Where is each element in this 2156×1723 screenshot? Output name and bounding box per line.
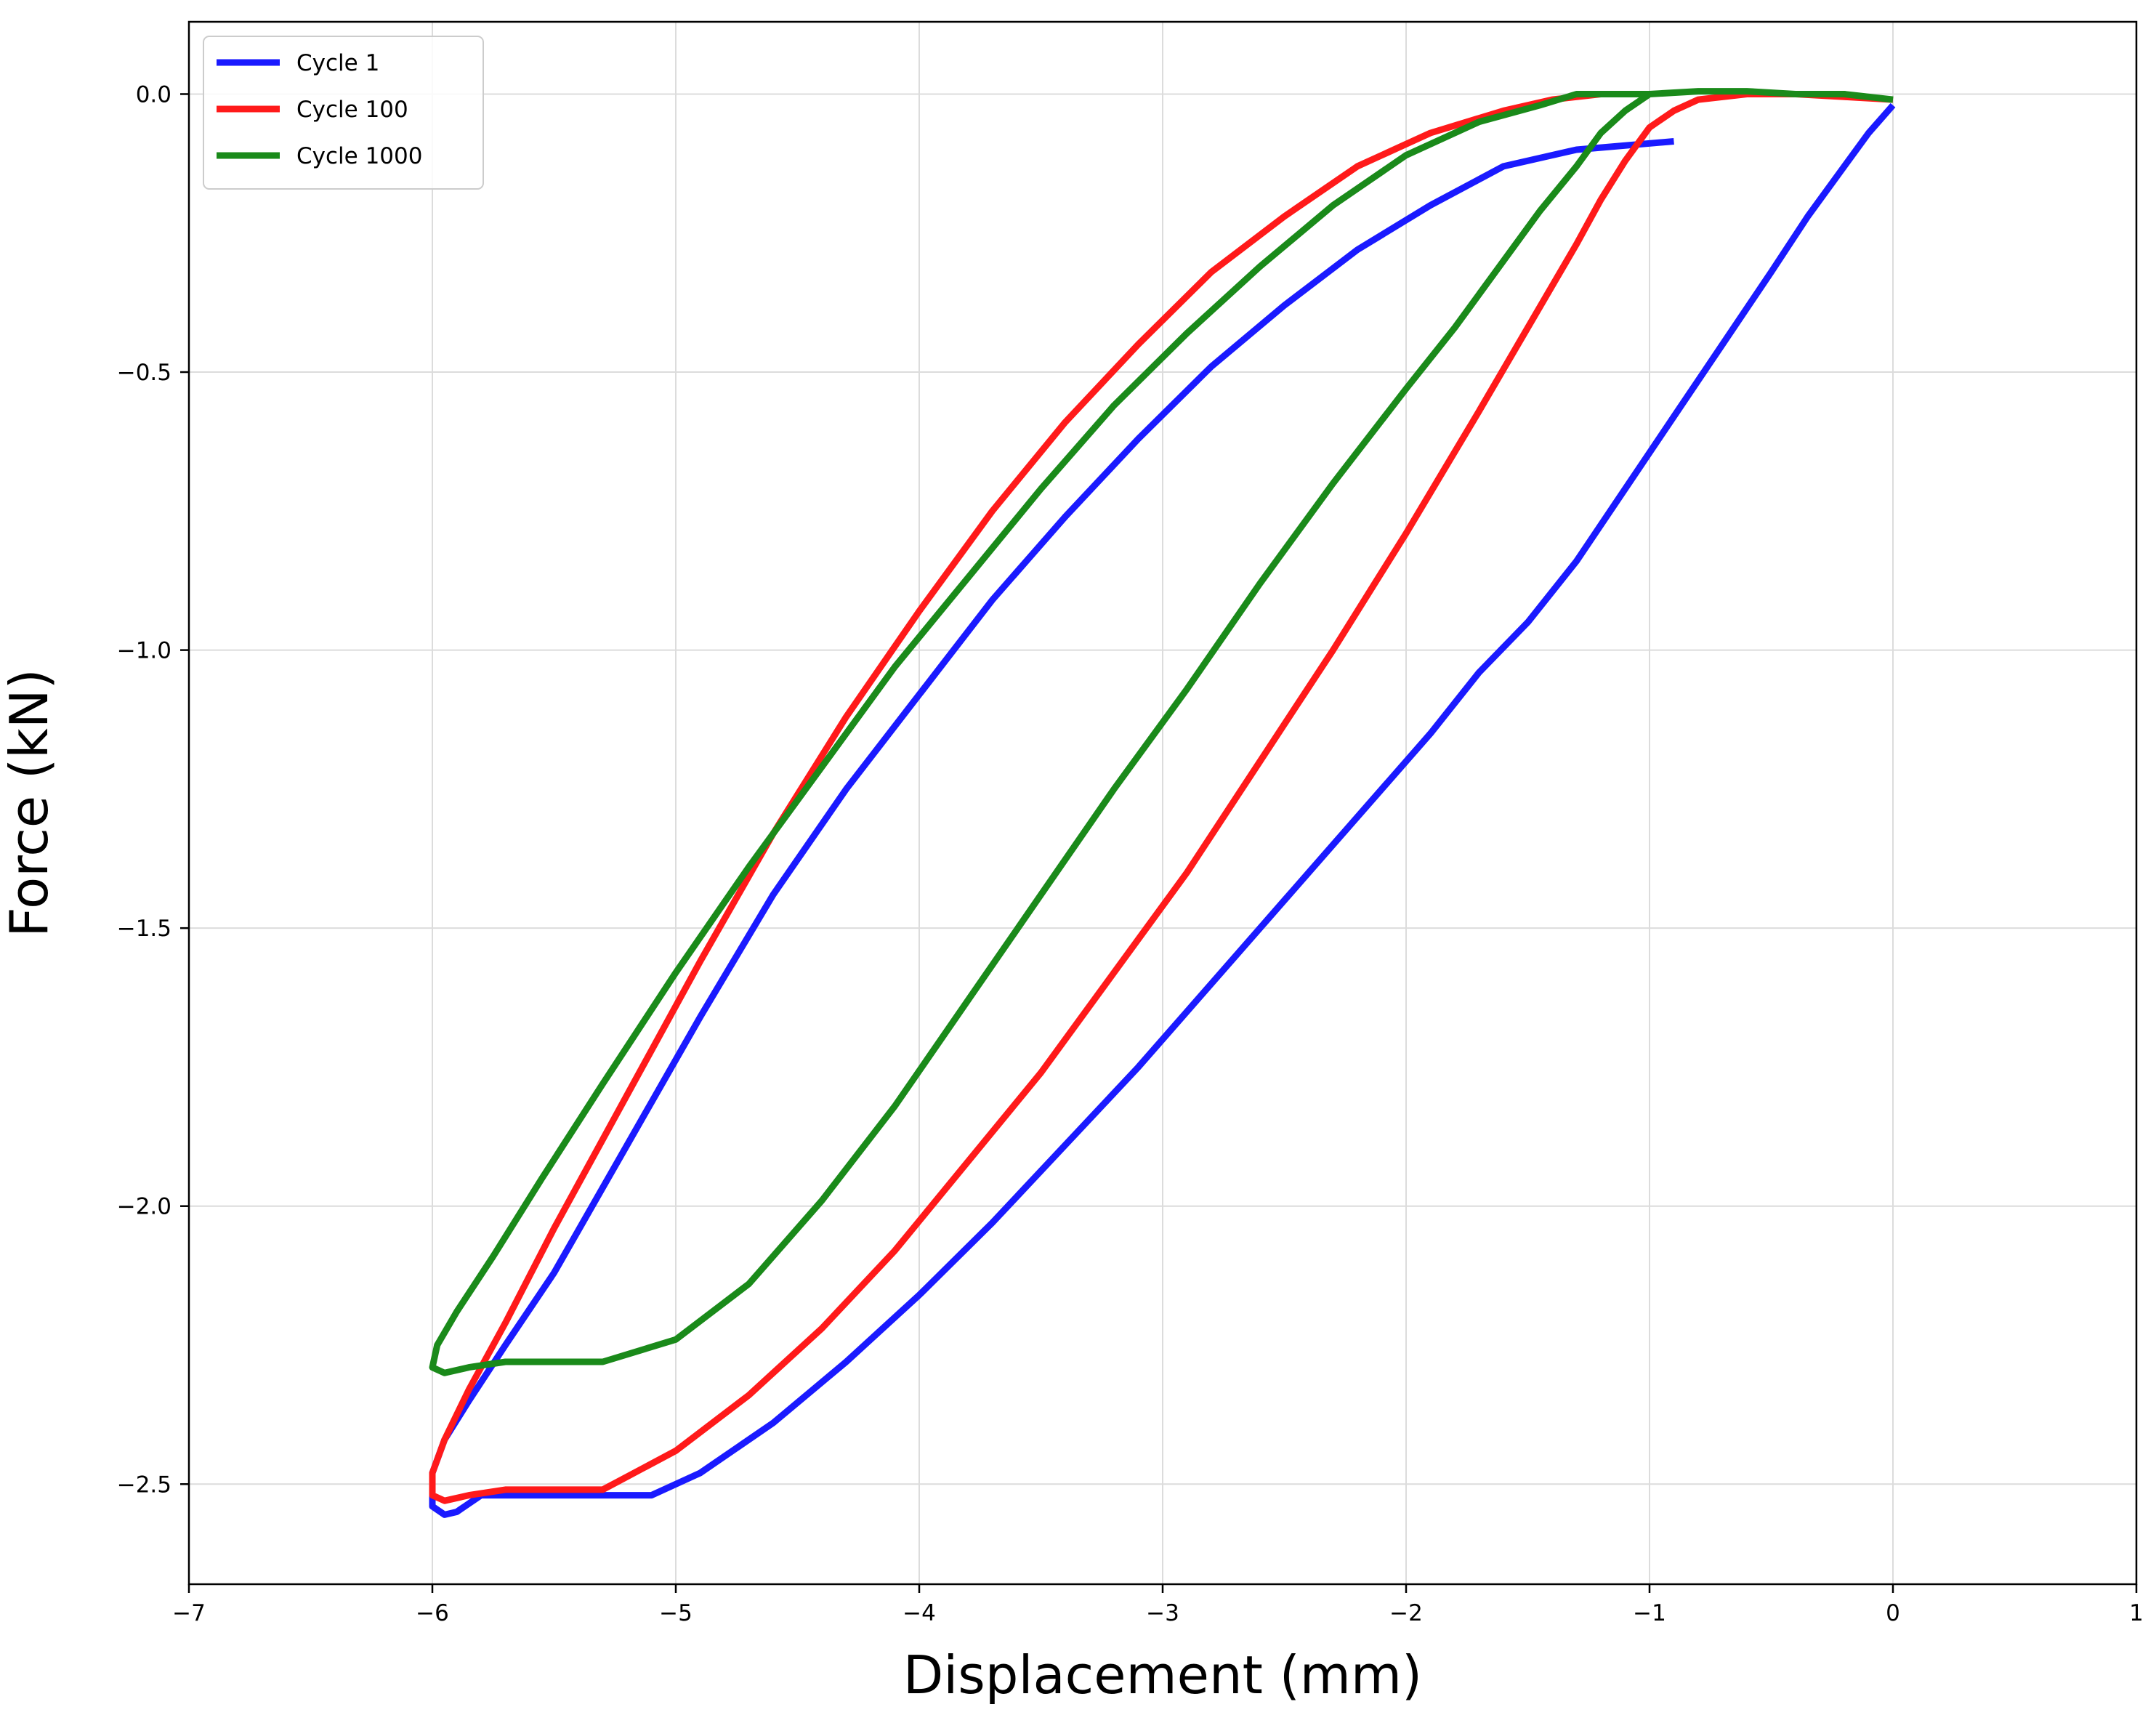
- x-tick-label: −7: [172, 1600, 206, 1626]
- x-axis-ticks: −7 −6 −5 −4 −3 −2 −1 0 1: [172, 1584, 2144, 1626]
- grid-layer: [188, 22, 2137, 1584]
- series-line-cycle-1000: [429, 88, 1894, 1376]
- y-tick-label: −1.0: [117, 638, 171, 664]
- legend: Cycle 1 Cycle 100 Cycle 1000: [203, 36, 484, 190]
- legend-label: Cycle 100: [296, 97, 408, 123]
- x-tick-label: −1: [1633, 1600, 1666, 1626]
- legend-label: Cycle 1000: [296, 143, 422, 169]
- y-axis-ticks: −2.5 −2.0 −1.5 −1.0 −0.5 0.0: [117, 81, 189, 1498]
- y-tick-label: 0.0: [136, 81, 171, 108]
- x-axis-label: Displacement (mm): [903, 1645, 1422, 1706]
- legend-box: [203, 36, 484, 190]
- series-layer: [429, 88, 1896, 1518]
- x-tick-label: 0: [1886, 1600, 1900, 1626]
- legend-label: Cycle 1: [296, 50, 379, 76]
- series-line-cycle-1: [429, 102, 1896, 1518]
- y-tick-label: −1.5: [117, 916, 171, 942]
- x-tick-label: −2: [1389, 1600, 1423, 1626]
- x-tick-label: −5: [659, 1600, 693, 1626]
- x-tick-label: −6: [416, 1600, 449, 1626]
- y-tick-label: −0.5: [117, 360, 171, 386]
- y-axis-label: Force (kN): [0, 669, 60, 937]
- series-line-cycle-100: [429, 91, 1894, 1504]
- x-tick-label: 1: [2129, 1600, 2144, 1626]
- y-tick-label: −2.0: [117, 1194, 171, 1220]
- y-tick-label: −2.5: [117, 1472, 171, 1498]
- x-tick-label: −3: [1146, 1600, 1179, 1626]
- x-tick-label: −4: [903, 1600, 936, 1626]
